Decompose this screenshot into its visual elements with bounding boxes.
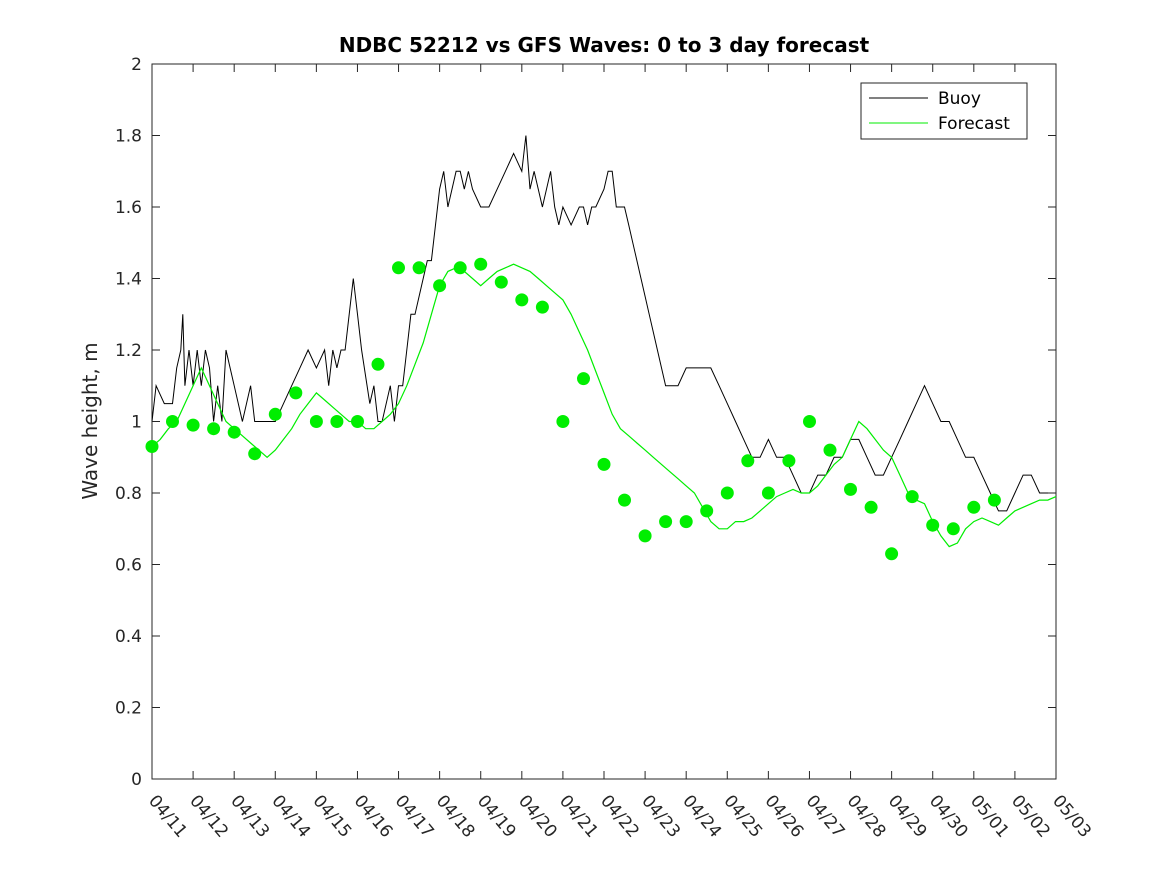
forecast-marker [145, 440, 159, 453]
y-tick-label: 1 [131, 413, 142, 433]
forecast-marker [926, 518, 940, 532]
forecast-marker [700, 504, 714, 518]
buoy-line [151, 135, 1056, 512]
buoy-series [151, 135, 1056, 512]
y-axis: 0 0.2 0.4 0.6 0.8 1 1.2 1.4 1.6 1.8 2 [115, 55, 1056, 790]
forecast-marker [885, 547, 899, 561]
y-tick-label: 0.8 [115, 484, 142, 504]
forecast-marker [433, 279, 447, 293]
forecast-marker [638, 529, 652, 543]
forecast-marker [659, 515, 673, 529]
forecast-marker [782, 454, 796, 468]
forecast-marker [761, 486, 775, 500]
forecast-marker [803, 415, 816, 428]
y-tick-label: 1.4 [115, 270, 142, 290]
y-tick-label: 1.6 [115, 198, 142, 218]
forecast-line [151, 263, 1057, 548]
forecast-marker [412, 261, 426, 275]
legend-buoy-label: Buoy [938, 89, 981, 109]
y-tick-label: 0 [131, 770, 142, 790]
forecast-marker [577, 372, 590, 386]
y-tick-label: 1.2 [115, 341, 142, 361]
plot-area [151, 63, 1057, 780]
forecast-marker [453, 261, 467, 275]
forecast-marker [967, 500, 981, 514]
forecast-marker [248, 447, 262, 461]
forecast-marker [186, 418, 200, 432]
forecast-marker [351, 415, 364, 428]
forecast-marker [392, 261, 405, 275]
y-tick-label: 1.8 [115, 127, 142, 147]
forecast-marker [494, 275, 508, 289]
chart-title: NDBC 52212 vs GFS Waves: 0 to 3 day fore… [339, 33, 870, 57]
forecast-marker [679, 515, 693, 529]
y-axis-label: Wave height, m [78, 342, 102, 499]
forecast-marker [618, 493, 631, 507]
legend-box [860, 82, 1028, 140]
legend: Buoy Forecast [860, 82, 1028, 140]
forecast-marker [597, 457, 611, 471]
forecast-markers [145, 257, 1001, 561]
y-tick-label: 2 [131, 55, 142, 75]
forecast-marker [330, 415, 344, 428]
legend-forecast-label: Forecast [938, 114, 1010, 134]
forecast-marker [741, 454, 755, 468]
forecast-marker [515, 293, 529, 307]
forecast-marker [309, 415, 323, 428]
forecast-marker [946, 522, 960, 536]
forecast-marker [535, 300, 549, 314]
forecast-marker [905, 490, 919, 504]
forecast-marker [720, 486, 734, 500]
y-tick-label: 0.4 [115, 627, 142, 647]
forecast-marker [864, 500, 878, 514]
forecast-series [151, 263, 1057, 548]
y-tick-label: 0.2 [115, 699, 142, 719]
forecast-marker [227, 425, 241, 439]
forecast-marker [987, 493, 1001, 507]
forecast-marker [371, 357, 385, 371]
forecast-marker [166, 415, 179, 428]
forecast-marker [844, 482, 857, 496]
forecast-marker [268, 407, 282, 421]
y-tick-label: 0.6 [115, 556, 142, 576]
forecast-marker [474, 257, 488, 271]
forecast-marker [823, 443, 837, 457]
forecast-marker [207, 422, 221, 436]
forecast-marker [556, 415, 570, 428]
forecast-marker [289, 386, 303, 400]
